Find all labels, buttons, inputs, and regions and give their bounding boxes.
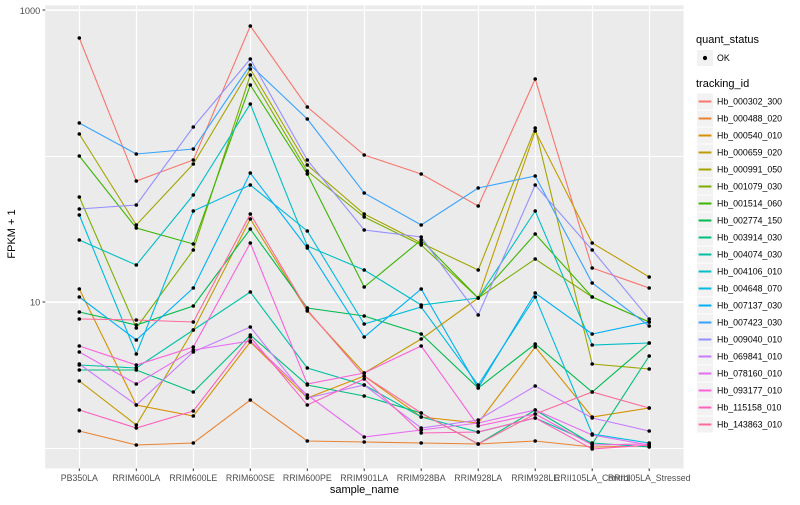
svg-text:Hb_143863_010: Hb_143863_010: [717, 420, 782, 430]
svg-text:Hb_000488_020: Hb_000488_020: [717, 114, 782, 124]
svg-text:Hb_000540_010: Hb_000540_010: [717, 131, 782, 141]
svg-text:tracking_id: tracking_id: [696, 78, 749, 90]
svg-text:Hb_007137_030: Hb_007137_030: [717, 301, 782, 311]
svg-text:RRII105LA_Control: RRII105LA_Control: [554, 473, 630, 483]
svg-text:Hb_004106_010: Hb_004106_010: [717, 267, 782, 277]
svg-text:Hb_001514_060: Hb_001514_060: [717, 199, 782, 209]
svg-text:RRIM600LE: RRIM600LE: [169, 473, 217, 483]
svg-text:RRIM928LA: RRIM928LA: [454, 473, 502, 483]
svg-text:RRIM600SE: RRIM600SE: [226, 473, 275, 483]
svg-text:RRIM600PE: RRIM600PE: [283, 473, 332, 483]
svg-text:RRIM928BA: RRIM928BA: [397, 473, 446, 483]
svg-text:Hb_002774_150: Hb_002774_150: [717, 216, 782, 226]
svg-text:Hb_009040_010: Hb_009040_010: [717, 335, 782, 345]
svg-text:Hb_000659_020: Hb_000659_020: [717, 148, 782, 158]
svg-text:Hb_004074_030: Hb_004074_030: [717, 250, 782, 260]
svg-text:Hb_001079_030: Hb_001079_030: [717, 182, 782, 192]
svg-text:sample_name: sample_name: [330, 484, 399, 496]
svg-text:OK: OK: [717, 53, 730, 63]
svg-text:1000: 1000: [20, 6, 40, 16]
svg-text:FPKM + 1: FPKM + 1: [6, 209, 18, 258]
svg-text:Hb_069841_010: Hb_069841_010: [717, 352, 782, 362]
svg-text:Hb_078160_010: Hb_078160_010: [717, 369, 782, 379]
svg-text:Hb_004648_070: Hb_004648_070: [717, 284, 782, 294]
svg-text:RRIM600LA: RRIM600LA: [112, 473, 160, 483]
svg-text:RRIM901LA: RRIM901LA: [340, 473, 388, 483]
svg-text:10: 10: [30, 298, 40, 308]
svg-text:PB350LA: PB350LA: [61, 473, 98, 483]
svg-text:RRII105LA_Stressed: RRII105LA_Stressed: [608, 473, 691, 483]
svg-text:Hb_000302_300: Hb_000302_300: [717, 97, 782, 107]
svg-text:quant_status: quant_status: [696, 34, 759, 46]
svg-text:Hb_115158_010: Hb_115158_010: [717, 403, 782, 413]
svg-text:Hb_003914_030: Hb_003914_030: [717, 233, 782, 243]
svg-text:RRIM928LE: RRIM928LE: [511, 473, 559, 483]
svg-text:Hb_093177_010: Hb_093177_010: [717, 386, 782, 396]
svg-text:Hb_000991_050: Hb_000991_050: [717, 165, 782, 175]
svg-text:Hb_007423_030: Hb_007423_030: [717, 318, 782, 328]
